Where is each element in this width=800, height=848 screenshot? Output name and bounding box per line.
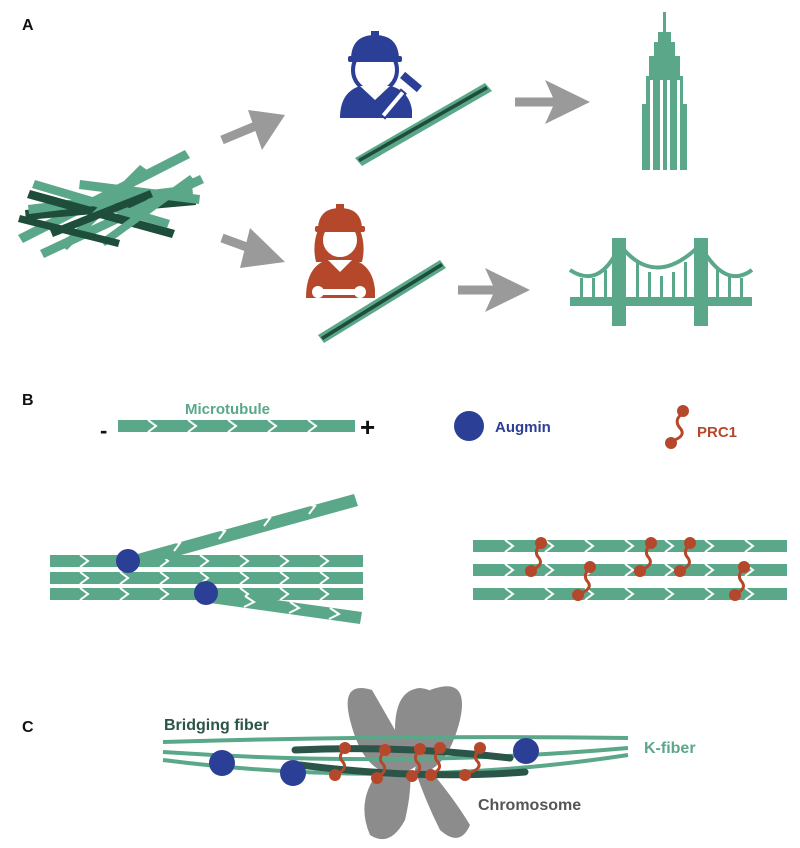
chromosome-shape [347, 686, 470, 840]
k-fiber-label: K-fiber [644, 740, 696, 757]
microtubule-label: Microtubule [185, 401, 270, 418]
minus-end-label: - [100, 418, 107, 443]
augmin-node [209, 738, 539, 786]
hammer-icon [379, 71, 422, 120]
augmin-legend-icon [454, 411, 484, 441]
skyscraper-icon [642, 12, 687, 170]
augmin-node [116, 549, 140, 573]
prc1-legend-icon [665, 405, 689, 449]
bridge-icon [568, 238, 754, 326]
augmin-node [194, 581, 218, 605]
arrow-to-skyscraper [515, 80, 590, 124]
prc1-label: PRC1 [697, 424, 737, 441]
bridging-fiber-label: Bridging fiber [164, 717, 269, 734]
panel-a-label: A [22, 17, 34, 34]
engineer-icon [306, 204, 375, 298]
augmin-branching-diagram [50, 494, 363, 624]
beam-red-engineer [318, 260, 446, 343]
prc1-crosslinkers [329, 742, 486, 784]
microtubule-legend [118, 419, 355, 433]
arrow-to-bridge [458, 268, 530, 312]
beam-pile [18, 150, 204, 258]
augmin-label: Augmin [495, 419, 551, 436]
arrow-up-right [220, 110, 285, 150]
chromosome-label: Chromosome [478, 797, 581, 814]
panel-b-label: B [22, 392, 34, 409]
plus-end-label: + [360, 412, 375, 442]
beam-blue-worker [355, 83, 492, 166]
panel-c-label: C [22, 719, 34, 736]
arrow-down-right [220, 228, 285, 268]
prc1-crosslink-diagram [473, 537, 787, 601]
wrench-icon [312, 286, 366, 298]
worker-icon [340, 31, 412, 118]
